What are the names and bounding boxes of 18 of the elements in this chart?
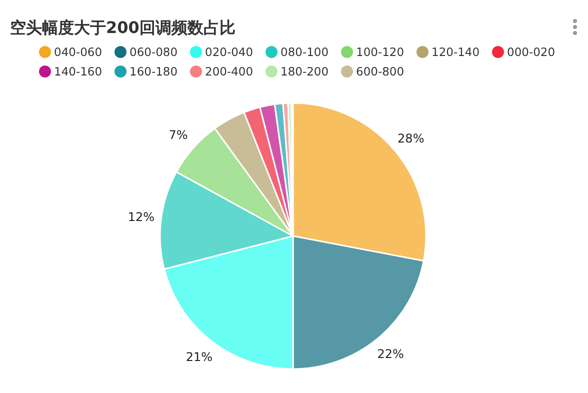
data-label: 22%: [377, 346, 404, 361]
legend-label: 000-020: [507, 45, 556, 59]
legend-label: 140-160: [54, 64, 102, 78]
chart-title: 空头幅度大于200回调频数占比: [10, 18, 236, 37]
legend-label: 020-040: [205, 45, 254, 59]
legend-label: 040-060: [54, 45, 102, 59]
data-label: 12%: [128, 210, 155, 224]
legend-label: 200-400: [205, 64, 254, 78]
legend-label: 180-200: [280, 64, 329, 78]
legend-label: 120-140: [432, 45, 480, 59]
data-label: 28%: [398, 131, 424, 146]
legend-label: 080-100: [280, 45, 329, 59]
legend-label: 600-800: [356, 64, 404, 78]
legend-label: 160-180: [130, 64, 178, 78]
data-label: 7%: [168, 128, 188, 142]
data-label: 21%: [186, 350, 213, 364]
legend-label: 100-120: [356, 45, 404, 59]
legend-label: 060-080: [130, 45, 178, 59]
